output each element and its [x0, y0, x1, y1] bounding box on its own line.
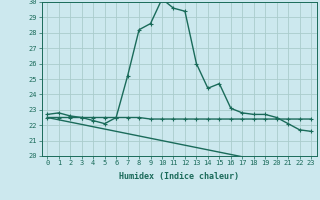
- X-axis label: Humidex (Indice chaleur): Humidex (Indice chaleur): [119, 172, 239, 181]
